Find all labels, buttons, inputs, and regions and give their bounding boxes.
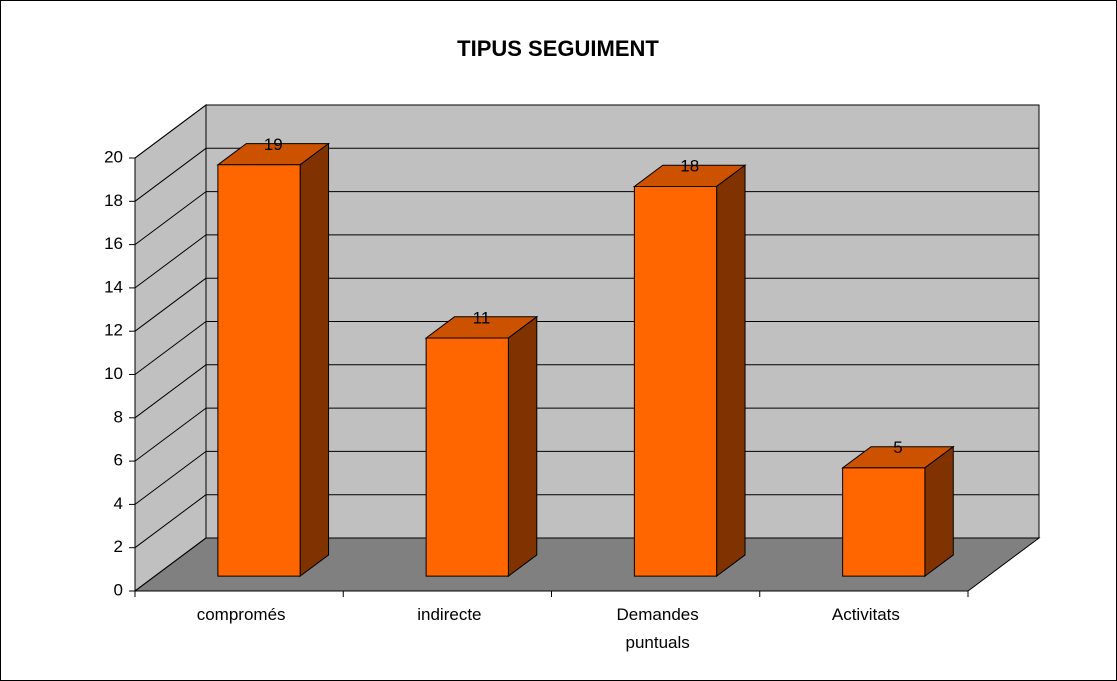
grid-line (134, 537, 207, 592)
x-tick-label: compromés (196, 605, 286, 624)
grid-line (134, 104, 207, 159)
y-tick-label: 12 (104, 321, 123, 340)
bar (842, 467, 926, 577)
grid-line (134, 147, 207, 202)
grid-line (134, 234, 207, 289)
bar (217, 164, 301, 577)
y-tick-label: 14 (104, 277, 123, 296)
grid-line (134, 277, 207, 332)
grid-line (134, 321, 207, 375)
x-tick-label: Demandes puntuals (616, 605, 699, 652)
y-tick-label: 0 (114, 580, 123, 599)
bar (633, 185, 718, 577)
bar-side (716, 164, 746, 578)
bar-side (299, 142, 330, 578)
grid-line (134, 494, 207, 549)
x-tick-label: Activitats (831, 605, 900, 624)
bar (425, 337, 509, 577)
y-tick-label: 16 (104, 234, 123, 253)
data-label: 18 (680, 157, 699, 176)
y-tick-label: 6 (114, 451, 123, 470)
y-tick-label: 10 (104, 364, 123, 383)
y-tick-label: 2 (114, 537, 123, 556)
data-label: 11 (473, 308, 491, 327)
grid-line (134, 450, 207, 505)
bar-side (924, 445, 954, 578)
data-label: 19 (264, 135, 283, 154)
grid-line (134, 191, 207, 246)
x-tick-label: indirecte (417, 605, 482, 624)
y-tick-label: 18 (104, 191, 123, 210)
chart-title: TIPUS SEGUIMENT (457, 36, 659, 61)
y-tick-label: 8 (114, 407, 123, 426)
grid-line (134, 364, 207, 419)
grid-line (134, 407, 207, 462)
bar-side (507, 315, 538, 578)
y-tick-label: 20 (104, 147, 123, 166)
y-tick-label: 4 (114, 494, 123, 513)
data-label: 5 (893, 438, 902, 457)
